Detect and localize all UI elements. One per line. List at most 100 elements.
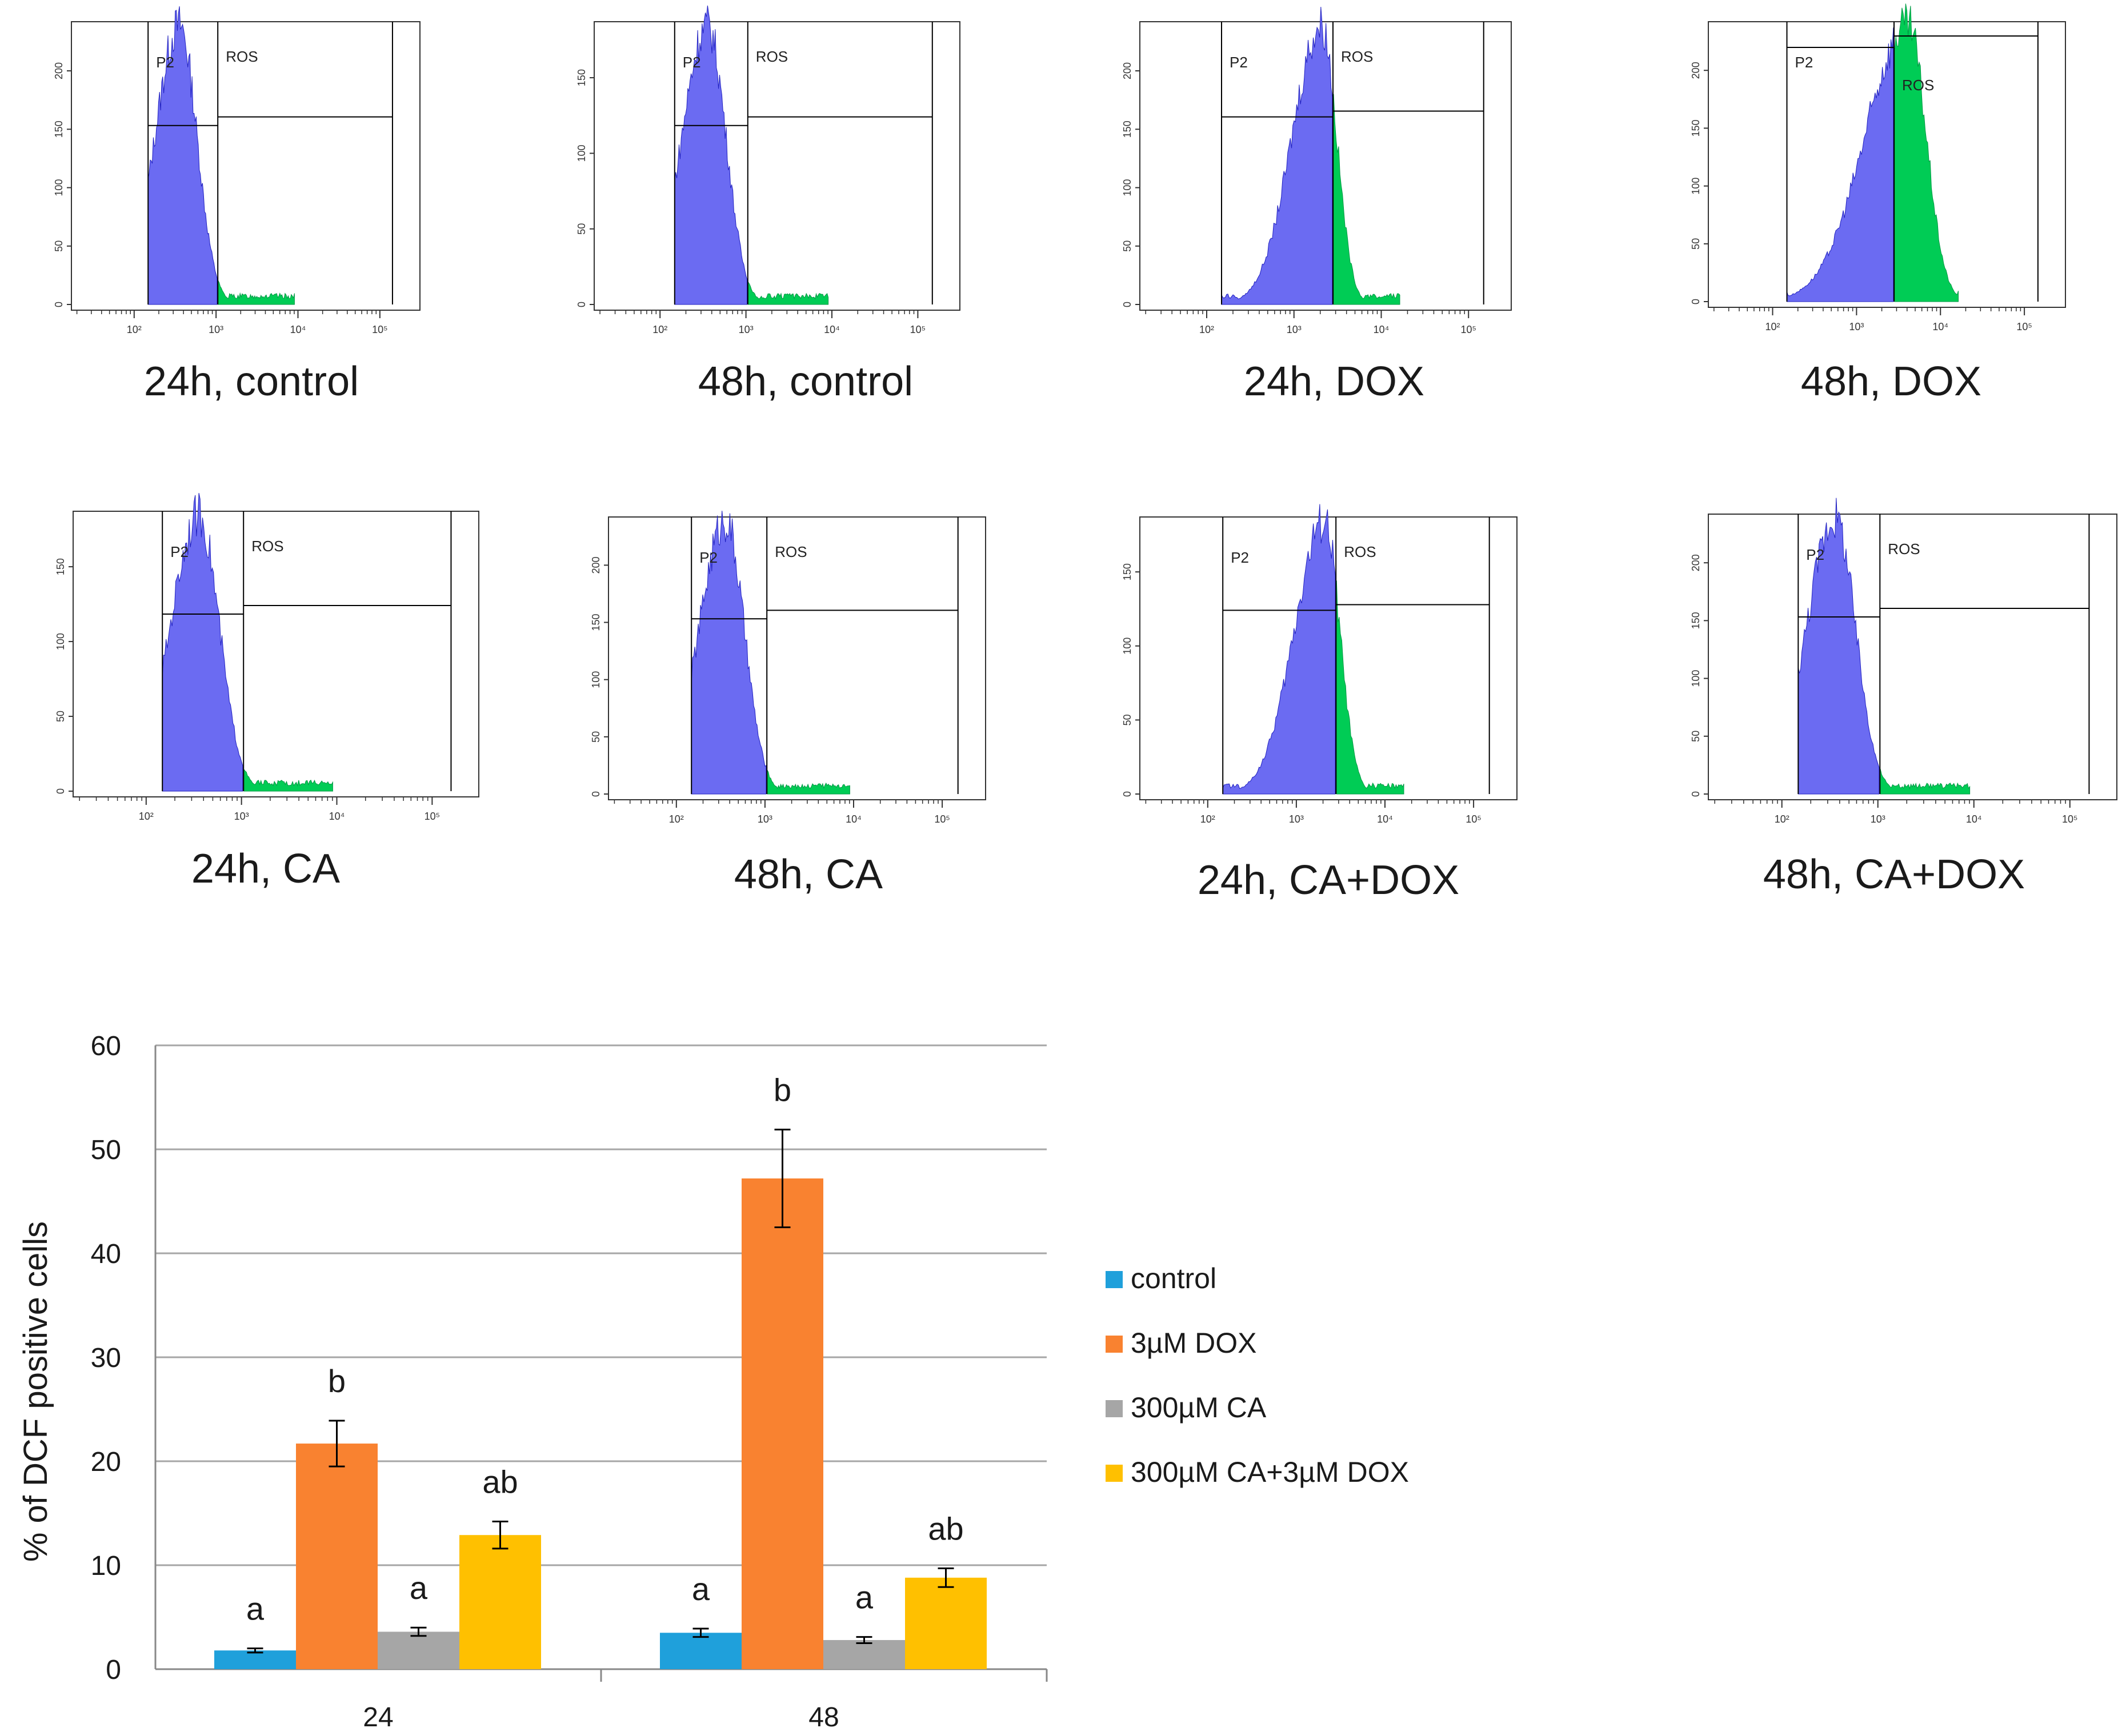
gate-p2-label: P2	[1806, 546, 1824, 563]
gate-p2-label: P2	[1795, 54, 1813, 71]
x-tick-label: 10²	[1775, 813, 1789, 825]
y-tick-label: 50	[590, 731, 602, 743]
histogram-panel: P2 ROS 0 50 100 150 200 10² 10³ 10⁴ 10⁵ 24h, DOX	[1122, 6, 1512, 404]
x-tick-label: 10⁵	[934, 813, 950, 825]
histogram-ros-area	[1894, 3, 1959, 302]
x-tick-label: 10³	[209, 324, 223, 335]
x-tick-label: 10⁵	[1461, 324, 1476, 335]
bar	[742, 1178, 823, 1669]
x-tick-label: 10⁵	[1466, 813, 1481, 825]
gate-ros-label: ROS	[251, 538, 283, 555]
histogram-caption: 24h, control	[144, 359, 359, 404]
x-tick-label: 10⁴	[1932, 321, 1948, 332]
x-tick-label: 24	[363, 1702, 393, 1733]
x-tick-label: 10⁴	[1377, 813, 1393, 825]
histogram-p2-area	[162, 493, 243, 792]
significance-letter: a	[692, 1571, 710, 1607]
histogram-ros-area	[1333, 94, 1400, 305]
y-tick-label: 0	[106, 1655, 121, 1685]
x-tick-label: 10⁴	[846, 813, 862, 825]
legend-label: 300µM CA+3µM DOX	[1131, 1456, 1409, 1488]
x-tick-label: 10⁴	[329, 811, 345, 822]
x-tick-label: 10⁵	[2016, 321, 2032, 332]
significance-letter: ab	[482, 1464, 518, 1500]
bar	[214, 1650, 296, 1669]
y-tick-label: 0	[55, 788, 66, 794]
x-tick-label: 10²	[669, 813, 684, 825]
y-axis-label: % of DCF positive cells	[17, 1221, 54, 1562]
significance-letter: a	[855, 1579, 874, 1615]
y-tick-label: 50	[1122, 240, 1133, 252]
histogram-p2-area	[1221, 6, 1333, 305]
legend-swatch	[1106, 1336, 1123, 1353]
y-tick-label: 100	[1122, 179, 1133, 196]
histogram-caption: 24h, CA	[191, 846, 340, 892]
x-tick-label: 10⁴	[824, 324, 840, 335]
y-tick-label: 100	[576, 145, 587, 162]
histogram-ros-area	[1336, 580, 1404, 795]
x-tick-label: 10³	[1849, 321, 1864, 332]
x-tick-label: 10³	[1287, 324, 1302, 335]
histogram-p2-area	[674, 5, 748, 305]
x-tick-label: 10³	[1871, 813, 1885, 825]
y-tick-label: 0	[590, 791, 602, 797]
x-tick-label: 10³	[1289, 813, 1304, 825]
gate-ros-label: ROS	[1344, 543, 1376, 560]
significance-letter: b	[774, 1072, 791, 1108]
significance-letter: ab	[928, 1510, 963, 1546]
x-tick-label: 10⁵	[910, 324, 926, 335]
histogram-frame	[71, 21, 421, 311]
histogram-caption: 48h, DOX	[1801, 359, 1981, 404]
histogram-caption: 24h, CA+DOX	[1198, 857, 1459, 903]
x-tick-label: 10²	[139, 811, 154, 822]
y-tick-label: 100	[1690, 670, 1701, 687]
y-tick-label: 0	[1122, 791, 1133, 797]
y-tick-label: 100	[590, 671, 602, 688]
gate-ros-label: ROS	[1888, 540, 1920, 558]
y-tick-label: 60	[91, 1031, 121, 1061]
y-tick-label: 50	[1122, 714, 1133, 725]
significance-letter: a	[246, 1591, 265, 1627]
x-tick-label: 10³	[758, 813, 772, 825]
y-tick-label: 150	[1690, 612, 1701, 629]
y-tick-label: 0	[1122, 302, 1133, 307]
histogram-panel: P2 ROS 0 50 100 150 200 10² 10³ 10⁴ 10⁵ 24h, contro…	[53, 6, 421, 404]
y-tick-label: 100	[1122, 638, 1133, 655]
x-tick-label: 10³	[234, 811, 249, 822]
histogram-frame	[1708, 514, 2117, 800]
histogram-panel: P2 ROS 0 50 100 150 10² 10³ 10⁴ 10⁵ 48h, control	[576, 5, 960, 404]
histogram-p2-area	[1797, 498, 1880, 795]
x-tick-label: 10⁵	[425, 811, 440, 822]
y-tick-label: 150	[1122, 563, 1133, 580]
legend-swatch	[1106, 1465, 1123, 1482]
histogram-ros-area	[243, 768, 333, 792]
y-tick-label: 50	[576, 223, 587, 235]
legend-label: control	[1131, 1262, 1216, 1294]
y-tick-label: 50	[1690, 731, 1701, 742]
histogram-caption: 24h, DOX	[1244, 359, 1424, 404]
histogram-caption: 48h, control	[698, 359, 913, 404]
legend-label: 3µM DOX	[1131, 1327, 1257, 1359]
y-tick-label: 50	[53, 240, 65, 252]
histogram-caption: 48h, CA	[734, 852, 883, 897]
x-tick-label: 10²	[1765, 321, 1780, 332]
gate-ros-label: ROS	[756, 48, 788, 65]
x-tick-label: 10²	[1200, 813, 1215, 825]
legend-swatch	[1106, 1400, 1123, 1417]
x-tick-label: 10³	[739, 324, 754, 335]
y-tick-label: 0	[576, 302, 587, 307]
y-tick-label: 100	[1690, 178, 1701, 195]
legend-label: 300µM CA	[1131, 1392, 1267, 1424]
gate-p2-label: P2	[1230, 54, 1248, 71]
histogram-panel: P2 ROS 0 50 100 150 10² 10³ 10⁴ 10⁵ 24h, CA	[55, 493, 479, 892]
y-tick-label: 100	[55, 633, 66, 650]
y-tick-label: 40	[91, 1239, 121, 1269]
significance-letter: b	[328, 1363, 346, 1399]
gate-ros-label: ROS	[775, 543, 807, 560]
y-tick-label: 150	[55, 558, 66, 575]
y-tick-label: 30	[91, 1343, 121, 1373]
gate-p2-label: P2	[1231, 549, 1249, 566]
gate-ros-label: ROS	[226, 48, 258, 65]
gate-p2-label: P2	[699, 549, 718, 566]
significance-letter: a	[410, 1570, 428, 1606]
